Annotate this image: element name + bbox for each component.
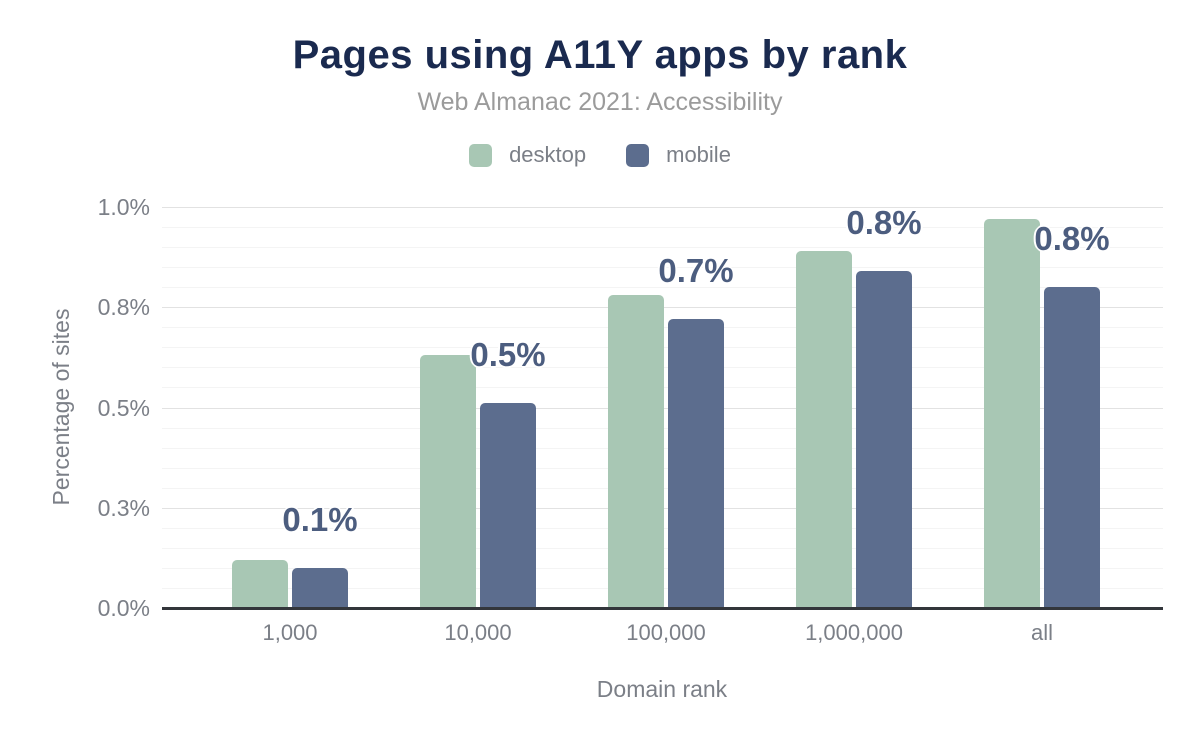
legend-item-mobile: mobile [626,142,731,168]
y-tick-label: 0.8% [97,294,150,320]
gridline-major [162,207,1163,208]
x-axis-line [162,607,1163,610]
data-label-1000: 0.1% [282,501,358,538]
bar-desktop-100000 [608,295,664,608]
x-tick-label-1000000: 1,000,000 [805,620,903,645]
bar-desktop-1000 [232,560,288,608]
bar-mobile-all [1044,287,1100,608]
x-axis-title: Domain rank [596,676,728,702]
chart-title: Pages using A11Y apps by rank [292,33,908,77]
y-tick-label: 1.0% [97,194,150,220]
legend-label-desktop: desktop [509,142,587,167]
bar-mobile-10000 [480,403,536,608]
chart-subtitle: Web Almanac 2021: Accessibility [417,88,783,116]
gridline-minor [162,267,1163,268]
x-tick-label-all: all [1030,620,1053,645]
gridline-minor [162,287,1163,288]
bar-desktop-1000000 [796,251,852,608]
data-label-100000: 0.7% [658,252,734,289]
bar-desktop-all [984,219,1040,608]
data-label-10000: 0.5% [470,336,546,373]
legend: desktop mobile [0,141,1200,169]
y-tick-label: 0.3% [97,495,150,521]
data-label-1000000: 0.8% [846,204,922,241]
bar-mobile-100000 [668,319,724,608]
gridline-minor [162,227,1163,228]
legend-label-mobile: mobile [666,142,731,167]
x-tick-label-10000: 10,000 [444,620,512,645]
y-tick-label: 0.0% [97,595,150,621]
legend-swatch-desktop [469,143,493,167]
legend-swatch-mobile [626,143,650,167]
gridline-minor [162,247,1163,248]
bar-mobile-1000 [292,568,348,608]
data-label-all: 0.8% [1034,220,1110,257]
legend-item-desktop: desktop [469,142,586,168]
y-tick-label: 0.5% [97,395,150,421]
x-tick-label-100000: 100,000 [626,620,706,645]
x-tick-label-1000: 1,000 [262,620,318,645]
bar-desktop-10000 [420,355,476,608]
bar-mobile-1000000 [856,271,912,608]
